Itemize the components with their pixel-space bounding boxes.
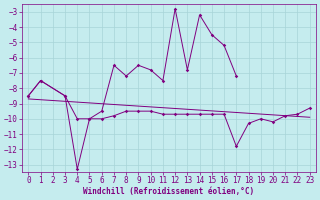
X-axis label: Windchill (Refroidissement éolien,°C): Windchill (Refroidissement éolien,°C) [84,187,255,196]
